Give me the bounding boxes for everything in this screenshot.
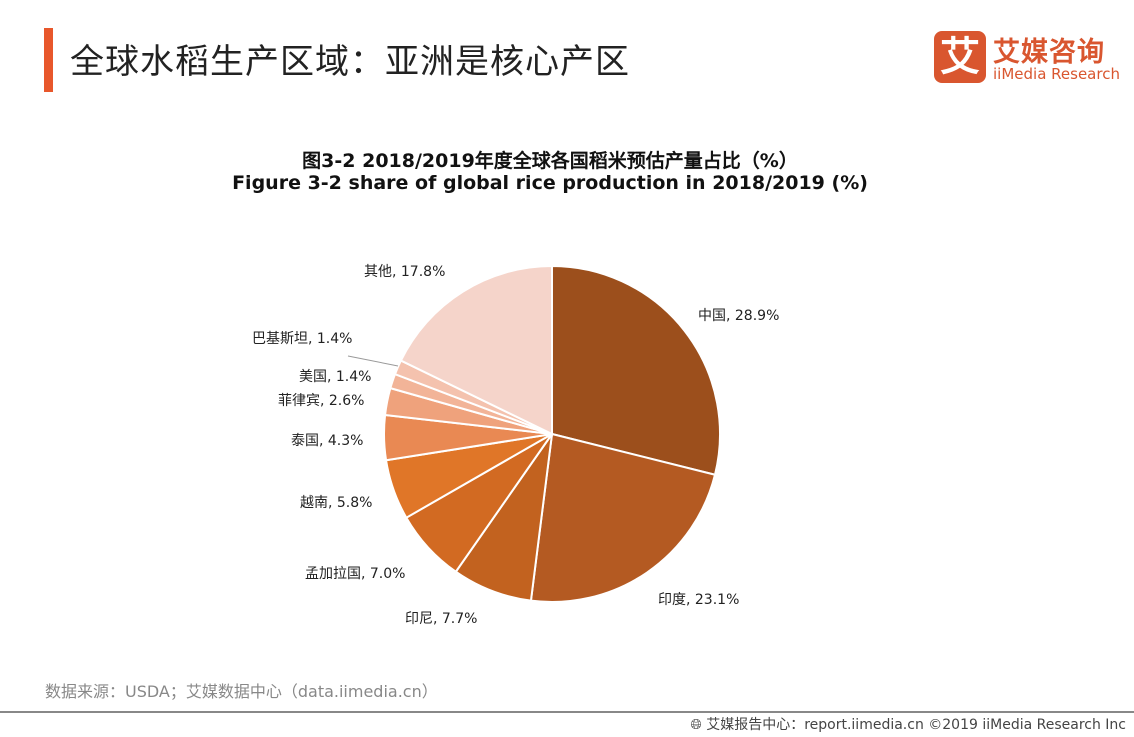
logo-en: iiMedia Research [993,65,1120,83]
chart-title: 图3-2 2018/2019年度全球各国稻米预估产量占比（%） [302,150,798,172]
data-label: 美国, 1.4% [299,369,372,385]
data-label: 孟加拉国, 7.0% [305,566,406,582]
pie-slice-0 [551,264,721,476]
data-label: 泰国, 4.3% [291,433,364,449]
data-label: 巴基斯坦, 1.4% [252,331,353,347]
data-label: 印度, 23.1% [658,592,740,608]
data-label: 中国, 28.9% [698,308,780,324]
chart-subtitle: Figure 3-2 share of global rice producti… [232,172,868,194]
data-label: 越南, 5.8% [300,495,373,511]
data-label: 其他, 17.8% [364,264,446,280]
footer-text: 艾媒报告中心：report.iimedia.cn ©2019 iiMedia R… [706,717,1126,733]
logo-mark: 艾 [934,31,986,83]
source-note: 数据来源：USDA；艾媒数据中心（data.iimedia.cn） [45,682,438,701]
logo-cn: 艾媒咨询 [993,37,1105,68]
title-accent-bar [44,28,53,92]
leader-line [347,355,399,367]
globe-cursor-icon: 🌐︎ [690,717,707,733]
footer-divider [0,711,1134,713]
data-label: 菲律宾, 2.6% [278,393,365,409]
footer: 🌐︎ 艾媒报告中心：report.iimedia.cn ©2019 iiMedi… [691,714,1126,734]
pie-slice-9 [399,264,553,436]
pie-slice-1 [529,432,717,603]
page-title: 全球水稻生产区域：亚洲是核心产区 [70,42,630,82]
data-label: 印尼, 7.7% [405,611,478,627]
